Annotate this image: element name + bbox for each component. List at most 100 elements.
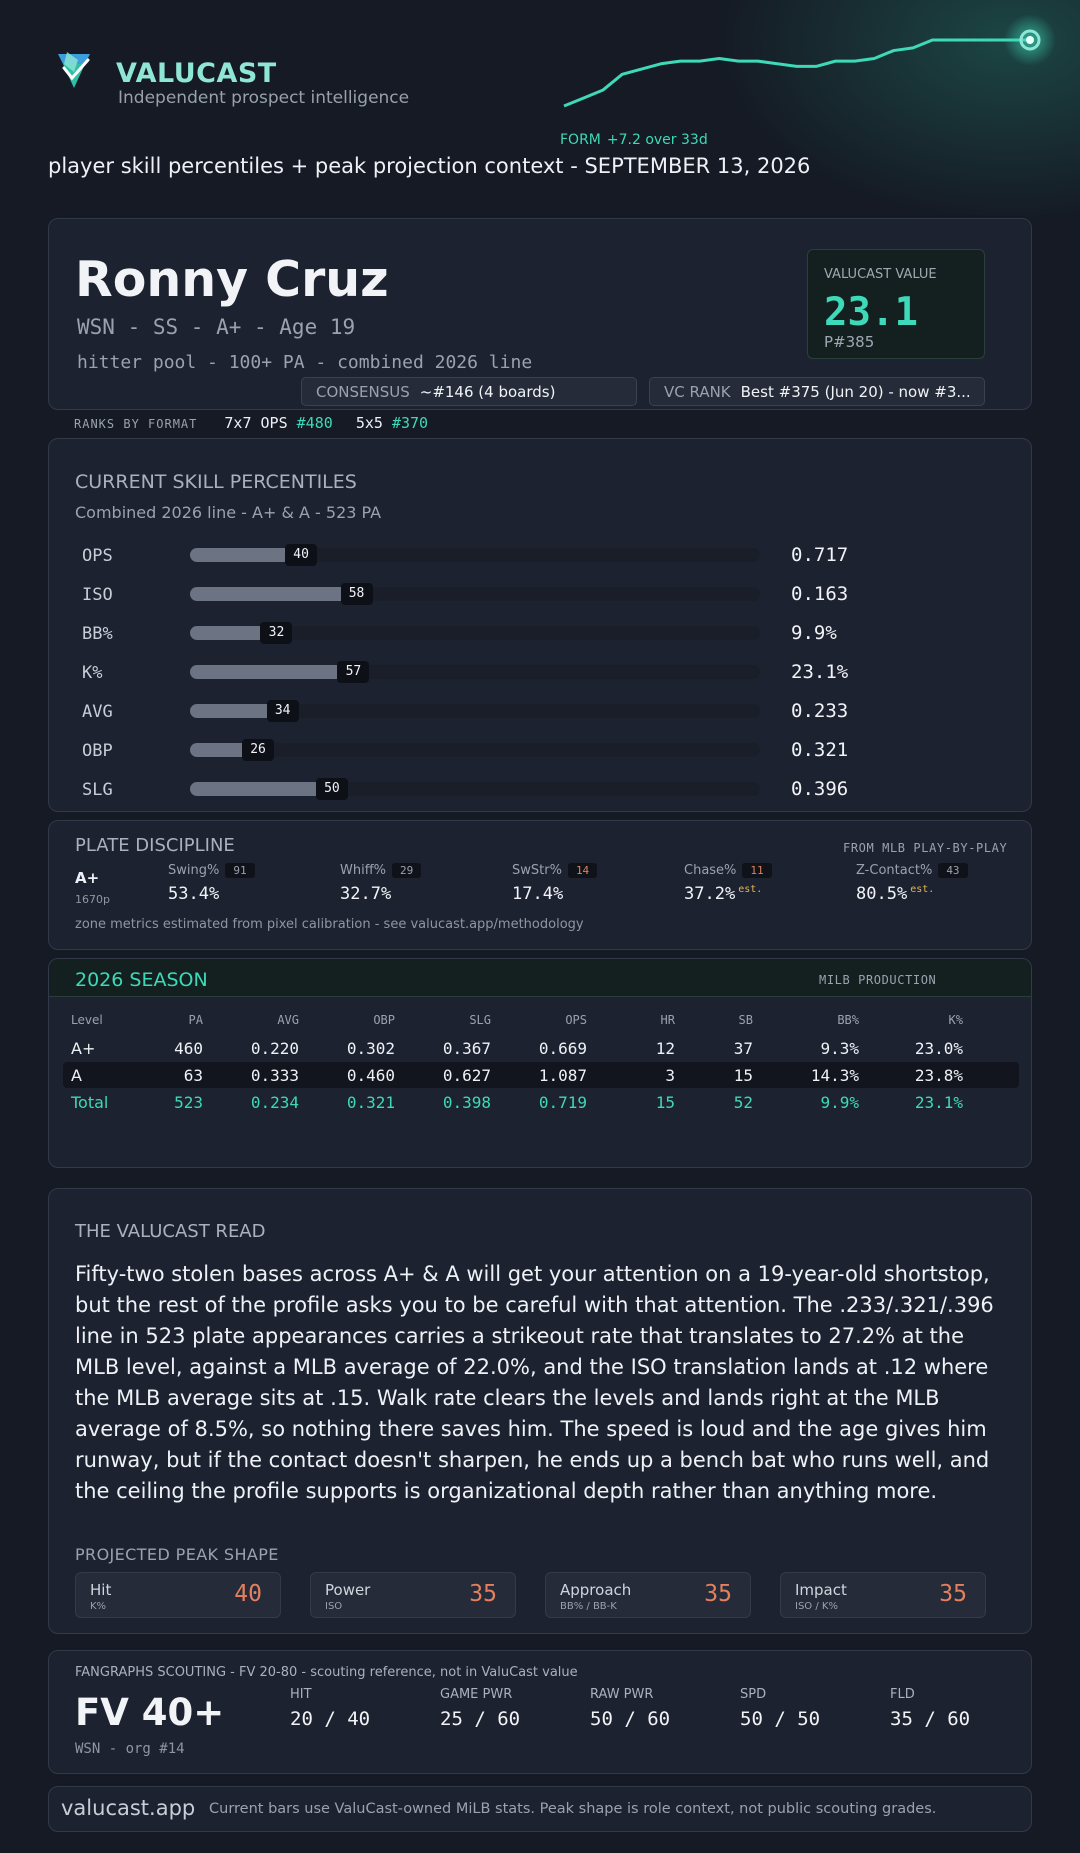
- season-cell: AVG: [277, 1013, 299, 1027]
- season-cell-level: A+: [71, 1039, 96, 1058]
- season-cell: K%: [948, 1013, 963, 1027]
- skill-percentile-badge: 40: [285, 544, 318, 566]
- form-value: +7.2 over 33d: [606, 132, 708, 148]
- vc-rank-value: Best #375 (Jun 20) - now #3...: [740, 383, 971, 401]
- plate-metric: Swing% 91 53.4%: [168, 863, 255, 904]
- skill-name: SLG: [82, 780, 113, 800]
- skill-percentile-badge: 50: [315, 778, 348, 800]
- skill-value: 0.717: [791, 544, 849, 566]
- plate-level: A+: [75, 869, 100, 887]
- brand-name: VALUCAST: [116, 58, 277, 89]
- read-body: Fifty-two stolen bases across A+ & A wil…: [75, 1262, 994, 1503]
- season-cell: 3: [665, 1066, 675, 1085]
- tool-label: SPD: [740, 1687, 767, 1702]
- plate-metric-value: 37.2% est.: [684, 884, 772, 904]
- season-cell: HR: [660, 1013, 675, 1027]
- footer: valucast.app Current bars use ValuCast-o…: [48, 1786, 1032, 1832]
- form-endpoint-core: [1026, 36, 1034, 44]
- peak-basis: ISO: [325, 1601, 343, 1612]
- season-cell: 0.367: [442, 1039, 491, 1058]
- skill-row-k-pct: K% 57 23.1%: [49, 657, 1033, 687]
- plate-metric: Chase% 11 37.2% est.: [684, 863, 772, 904]
- valucast-read-card: THE VALUCAST READ Fifty-two stolen bases…: [48, 1188, 1032, 1634]
- valucast-value-box: VALUCAST VALUE 23.1 P#385: [807, 249, 985, 359]
- valucast-logo-icon: [58, 52, 90, 88]
- consensus-pill: CONSENSUS ~#146 (4 boards): [301, 377, 637, 406]
- season-cell: 460: [174, 1039, 203, 1058]
- scouting-tool-raw-pwr: RAW PWR 50 / 60: [590, 1687, 670, 1730]
- skill-percentile-badge: 34: [266, 700, 299, 722]
- estimate-flag: est.: [910, 884, 935, 896]
- season-cell: 0.398: [442, 1093, 491, 1112]
- skill-bar-fill: [190, 782, 344, 796]
- player-meta: WSN - SS - A+ - Age 19: [77, 315, 356, 339]
- plate-discipline-card: PLATE DISCIPLINE FROM MLB PLAY-BY-PLAY A…: [48, 820, 1032, 950]
- scouting-fv: FV 40+: [75, 1691, 225, 1734]
- tool-label: RAW PWR: [590, 1687, 654, 1702]
- peak-shape-power: Power ISO 35: [310, 1572, 516, 1618]
- skill-row-obp: OBP 26 0.321: [49, 735, 1033, 765]
- peak-shape-title: PROJECTED PEAK SHAPE: [75, 1545, 279, 1564]
- skill-row-bb-pct: BB% 32 9.9%: [49, 618, 1033, 648]
- tool-label: FLD: [890, 1687, 915, 1702]
- skill-value: 23.1%: [791, 661, 849, 683]
- skill-bar-fill: [190, 548, 314, 562]
- plate-metric: Whiff% 29 32.7%: [340, 863, 422, 904]
- skill-bar-track: 40: [190, 544, 760, 566]
- peak-shape-impact: Impact ISO / K% 35: [780, 1572, 986, 1618]
- plate-metric-label: Swing% 91: [168, 863, 255, 878]
- form-sparkline: [563, 14, 1056, 108]
- peak-basis: K%: [90, 1601, 107, 1612]
- season-source: MILB PRODUCTION: [819, 973, 937, 987]
- season-cell: 14.3%: [810, 1066, 859, 1085]
- season-cell: SB: [738, 1013, 753, 1027]
- plate-metric-number: 17.4%: [512, 884, 564, 904]
- footer-note: Current bars use ValuCast-owned MiLB sta…: [209, 1801, 937, 1817]
- scouting-tool-game-pwr: GAME PWR 25 / 60: [440, 1687, 520, 1730]
- season-cell: 15: [733, 1066, 753, 1085]
- season-cell: BB%: [837, 1013, 859, 1027]
- plate-metric-value: 80.5% est.: [856, 884, 968, 904]
- tool-grade: 50 / 50: [740, 1708, 821, 1730]
- skill-value: 9.9%: [791, 622, 837, 644]
- peak-name: Power: [325, 1581, 371, 1599]
- plate-metric: Z-Contact% 43 80.5% est.: [856, 863, 968, 904]
- tool-grade: 20 / 40: [290, 1708, 371, 1730]
- season-cell: 0.321: [346, 1093, 395, 1112]
- player-name: Ronny Cruz: [75, 251, 389, 308]
- plate-metric-badge: 43: [938, 863, 968, 878]
- form-trend-line: [563, 38, 1030, 108]
- scouting-org: WSN - org #14: [75, 1741, 185, 1757]
- skill-row-ops: OPS 40 0.717: [49, 540, 1033, 570]
- plate-metric-badge: 29: [392, 863, 422, 878]
- tool-grade: 50 / 60: [590, 1708, 671, 1730]
- skill-bar-fill: [190, 665, 366, 679]
- season-cell: 0.627: [442, 1066, 491, 1085]
- footer-site-link[interactable]: valucast.app: [61, 1796, 196, 1820]
- season-cell: 0.234: [250, 1093, 299, 1112]
- season-cell: 23.1%: [914, 1093, 963, 1112]
- plate-metric-name: Chase%: [684, 863, 737, 878]
- season-cell: 0.460: [346, 1066, 395, 1085]
- scouting-card: FANGRAPHS SCOUTING - FV 20-80 - scouting…: [48, 1650, 1032, 1774]
- value-number: 23.1: [824, 290, 918, 335]
- tool-grade: 25 / 60: [440, 1708, 521, 1730]
- season-cell: 1.087: [538, 1066, 587, 1085]
- skill-row-slg: SLG 50 0.396: [49, 774, 1033, 804]
- season-stats-card: 2026 SEASON MILB PRODUCTION Level PA AVG OB…: [48, 958, 1032, 1168]
- season-cell: 9.3%: [820, 1039, 859, 1058]
- season-cell: 23.8%: [914, 1066, 963, 1085]
- season-row: A+ 460 0.220 0.302 0.367 0.669 12 37 9.3% 23.0%: [63, 1035, 1019, 1061]
- peak-basis: ISO / K%: [795, 1601, 838, 1612]
- plate-metric-name: SwStr%: [512, 863, 562, 878]
- plate-metric-value: 32.7%: [340, 884, 421, 904]
- read-title: THE VALUCAST READ: [75, 1221, 266, 1242]
- estimate-flag: est.: [738, 884, 763, 896]
- tool-label: HIT: [290, 1687, 312, 1702]
- brand-tagline: Independent prospect intelligence: [118, 88, 410, 108]
- rank-value: #370: [391, 414, 429, 432]
- plate-source: FROM MLB PLAY-BY-PLAY: [843, 841, 1008, 855]
- peak-basis: BB% / BB-K: [560, 1601, 617, 1612]
- plate-title: PLATE DISCIPLINE: [75, 835, 235, 856]
- scouting-tool-spd: SPD 50 / 50: [740, 1687, 820, 1730]
